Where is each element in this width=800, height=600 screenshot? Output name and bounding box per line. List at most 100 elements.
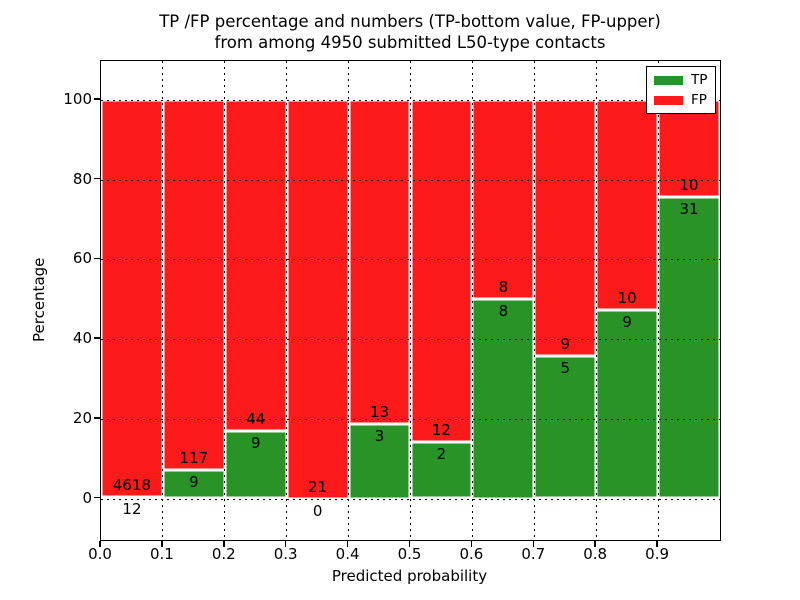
bar-fp-segment xyxy=(286,100,349,499)
bar-fp-count-label: 9 xyxy=(560,335,571,354)
x-tick-mark xyxy=(408,541,411,547)
x-tick-mark xyxy=(656,541,658,547)
bar-fp-count-label: 44 xyxy=(246,409,266,428)
x-tick-mark xyxy=(470,541,473,547)
x-tick-label: 0.9 xyxy=(645,545,670,563)
bar-tp-segment xyxy=(101,497,163,499)
x-tick-mark xyxy=(346,541,349,547)
bar-tp-count-label: 31 xyxy=(679,200,699,219)
bar-fp-count-label: 10 xyxy=(679,176,699,195)
bar-fp-count-label: 21 xyxy=(308,477,328,496)
bar-fp-count-label: 12 xyxy=(431,420,451,439)
fp-color-swatch xyxy=(654,95,683,105)
y-axis-label: Percentage xyxy=(30,257,48,343)
bar-fp-segment xyxy=(224,100,287,431)
legend-label-tp: TP xyxy=(691,71,708,88)
y-tick-label: 40 xyxy=(72,329,92,348)
vertical-gridline xyxy=(595,61,597,540)
plot-area: 4618 12 117 9 44 9 21 0 13 3 12 2 8 8 9 5 10 9 10 31 xyxy=(100,60,721,541)
bar-tp-count-label: 12 xyxy=(122,500,142,519)
y-tick-label: 60 xyxy=(72,249,92,268)
vertical-gridline xyxy=(348,61,350,540)
bar-fp-count-label: 13 xyxy=(370,402,390,421)
y-tick-mark xyxy=(94,337,100,339)
bar-fp-segment xyxy=(596,100,659,310)
legend-item-tp: TP xyxy=(654,71,715,88)
x-tick-label: 0.1 xyxy=(149,545,174,563)
bar-fp-segment xyxy=(658,100,720,198)
x-tick-label: 0.0 xyxy=(88,545,112,563)
bar-fp-segment xyxy=(472,100,535,300)
bar-tp-count-label: 3 xyxy=(374,426,385,445)
x-tick-mark xyxy=(284,541,287,547)
bar-tp-segment xyxy=(410,441,473,499)
vertical-gridline xyxy=(533,61,535,540)
bar-tp-count-label: 9 xyxy=(622,312,632,331)
x-tick-label: 0.3 xyxy=(273,545,298,563)
bar-tp-count-label: 0 xyxy=(312,501,323,520)
grid-layer xyxy=(101,61,720,540)
x-tick-label: 0.7 xyxy=(521,545,546,563)
x-tick-label: 0.4 xyxy=(335,545,360,563)
bar-count-labels-layer: 4618 12 117 9 44 9 21 0 13 3 12 2 8 8 9 5 10 9 10 31 xyxy=(101,61,720,540)
tp-color-swatch xyxy=(654,75,683,85)
bar-tp-count-label: 9 xyxy=(189,473,199,492)
horizontal-gridline xyxy=(101,498,720,500)
horizontal-gridline xyxy=(101,339,720,341)
bar-tp-segment xyxy=(596,309,659,499)
y-tick-label: 20 xyxy=(72,408,92,427)
vertical-gridline xyxy=(471,61,473,540)
vertical-gridline xyxy=(286,61,288,540)
x-tick-label: 0.5 xyxy=(397,545,422,563)
bar-fp-count-label: 4618 xyxy=(112,476,152,495)
bar-fp-segment xyxy=(534,100,597,357)
legend-item-fp: FP xyxy=(654,91,715,108)
y-tick-mark xyxy=(94,496,100,499)
y-tick-mark xyxy=(94,417,100,419)
x-tick-label: 0.8 xyxy=(583,545,608,563)
y-tick-mark xyxy=(94,98,100,100)
y-tick-mark xyxy=(94,177,100,180)
bar-fp-segment xyxy=(348,100,411,424)
bar-tp-count-label: 5 xyxy=(560,359,571,378)
horizontal-gridline xyxy=(101,179,720,181)
chart-title-line1: TP /FP percentage and numbers (TP-bottom… xyxy=(159,12,661,31)
bar-tp-segment xyxy=(162,470,225,499)
bar-fp-count-label: 8 xyxy=(498,278,509,297)
legend: TP FP xyxy=(646,66,716,114)
x-tick-mark xyxy=(594,541,596,547)
horizontal-gridline xyxy=(101,259,720,261)
x-tick-label: 0.6 xyxy=(459,545,484,563)
horizontal-gridline xyxy=(101,418,720,420)
bar-tp-count-label: 2 xyxy=(436,444,447,463)
bar-fp-count-label: 117 xyxy=(179,449,209,468)
bars-layer xyxy=(101,61,720,540)
bar-tp-segment xyxy=(658,197,720,499)
x-tick-mark xyxy=(99,541,101,547)
bar-fp-segment xyxy=(162,100,225,471)
bar-tp-segment xyxy=(472,299,535,499)
vertical-gridline xyxy=(657,61,659,540)
x-tick-mark xyxy=(223,541,225,547)
legend-label-fp: FP xyxy=(691,91,707,108)
vertical-gridline xyxy=(410,61,411,540)
bar-fp-count-label: 10 xyxy=(617,288,637,307)
vertical-gridline xyxy=(224,61,226,540)
bar-tp-count-label: 9 xyxy=(250,433,261,452)
x-tick-label: 0.2 xyxy=(211,545,236,563)
y-tick-label: 0 xyxy=(82,488,92,507)
bar-tp-segment xyxy=(534,356,597,499)
bar-tp-segment xyxy=(224,430,287,499)
bar-fp-segment xyxy=(101,100,163,498)
chart-title: TP /FP percentage and numbers (TP-bottom… xyxy=(100,11,720,53)
chart-title-line2: from among 4950 submitted L50-type conta… xyxy=(214,33,606,52)
y-tick-mark xyxy=(94,257,100,260)
bar-tp-segment xyxy=(348,423,411,499)
x-axis-label: Predicted probability xyxy=(331,567,488,585)
vertical-gridline xyxy=(162,61,164,540)
y-tick-label: 80 xyxy=(72,169,92,188)
bar-fp-segment xyxy=(410,100,473,442)
x-tick-mark xyxy=(161,541,163,547)
bar-tp-count-label: 8 xyxy=(498,302,509,321)
